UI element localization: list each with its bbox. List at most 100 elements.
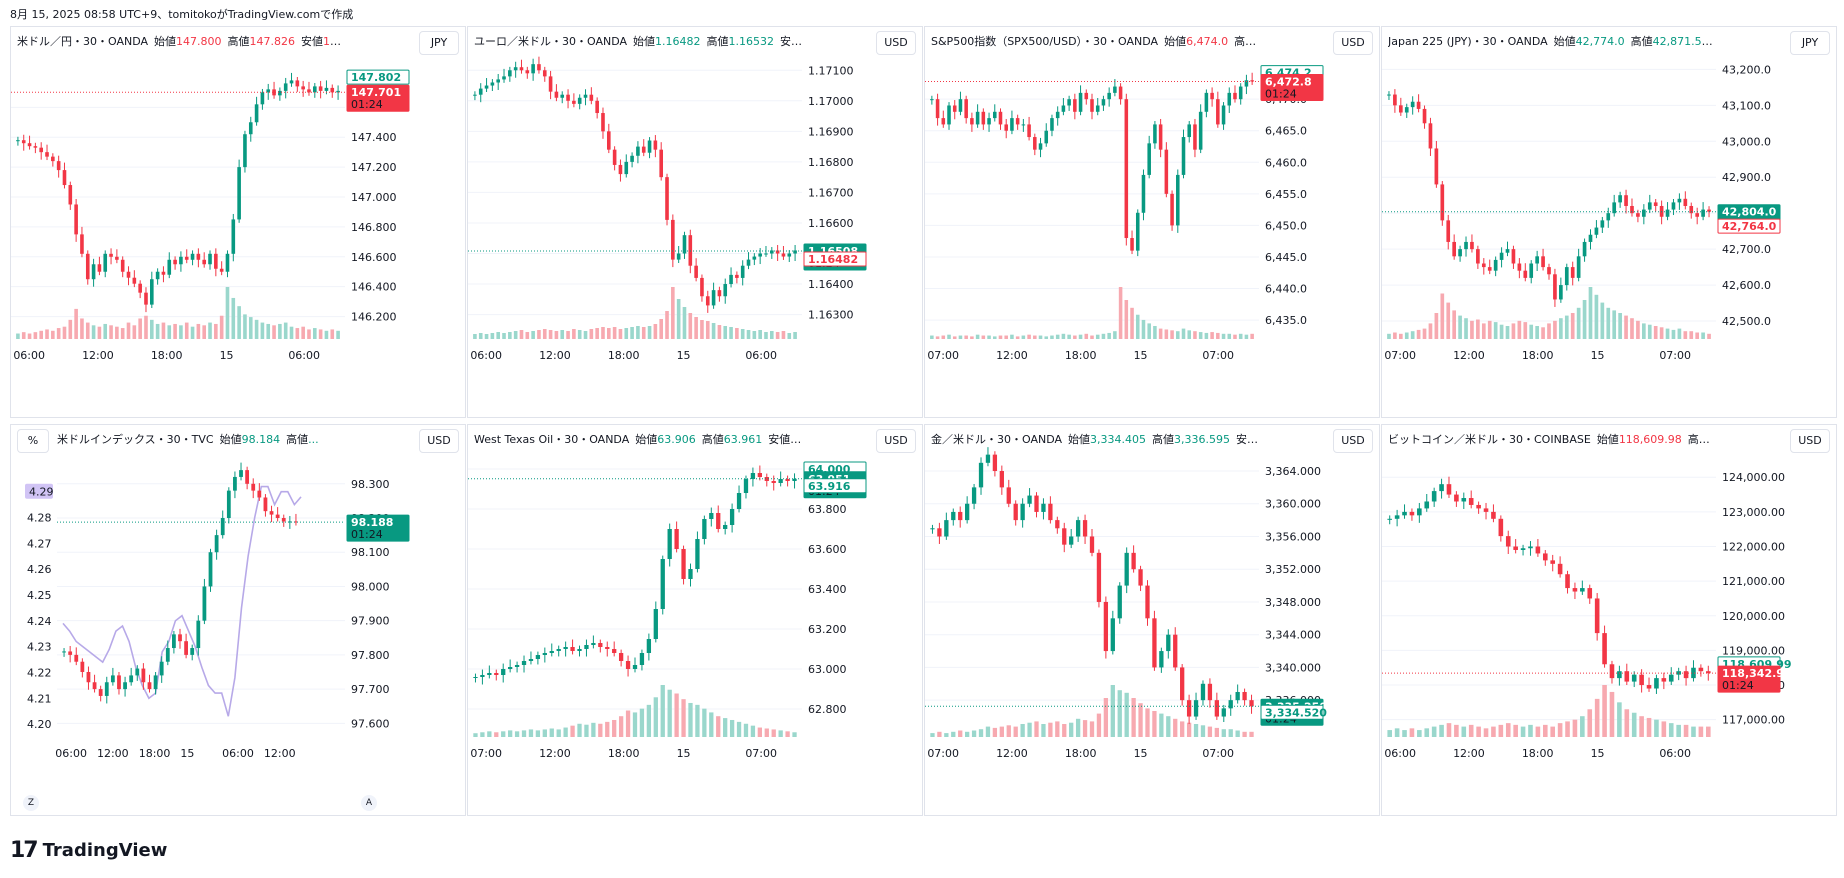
volume-bar xyxy=(496,332,501,339)
volume-bar xyxy=(1249,731,1254,737)
volume-bar xyxy=(68,319,73,339)
volume-bar xyxy=(1594,294,1599,339)
volume-bar xyxy=(695,704,700,737)
candle-body xyxy=(1631,674,1637,682)
currency-button[interactable]: USD xyxy=(1790,429,1830,453)
volume-bar xyxy=(1683,724,1689,737)
chart-panel-wti[interactable]: West Texas Oil・30・OANDA 始値63.906 高値63.961 安… xyxy=(467,424,923,816)
volume-bar xyxy=(1647,324,1652,339)
candle-body xyxy=(1458,249,1462,257)
candle-body xyxy=(1559,285,1563,300)
candle-body xyxy=(496,79,501,83)
price-chart: 42,500.042,600.042,700.042,800.042,900.0… xyxy=(1382,63,1781,362)
volume-bar xyxy=(1440,293,1445,339)
currency-button[interactable]: USD xyxy=(1333,31,1373,55)
candle-body xyxy=(757,473,763,477)
candle-body xyxy=(1695,213,1700,217)
currency-button[interactable]: USD xyxy=(876,429,916,453)
currency-button[interactable]: USD xyxy=(419,429,459,453)
candle-body xyxy=(1207,683,1213,701)
candle-body xyxy=(1103,601,1109,652)
volume-bar xyxy=(1027,722,1032,737)
candle-body xyxy=(758,253,762,257)
volume-bar xyxy=(584,724,589,737)
candle-body xyxy=(1021,124,1026,126)
chart-panel-eurusd[interactable]: ユーロ／米ドル・30・OANDA始値1.16482高値1.16532安値...U… xyxy=(467,26,923,418)
volume-bar xyxy=(1090,335,1094,339)
currency-button[interactable]: USD xyxy=(1333,429,1373,453)
volume-bar xyxy=(1117,690,1122,737)
candle-body xyxy=(671,219,675,260)
volume-bar xyxy=(1458,315,1462,339)
volume-bar xyxy=(750,725,756,737)
candle-body xyxy=(1691,667,1696,679)
x-tick-label: 07:00 xyxy=(1384,349,1416,362)
auto-scale-a-button[interactable]: A xyxy=(361,795,377,811)
volume-bar xyxy=(717,325,722,339)
candle-body xyxy=(490,82,495,86)
volume-bar xyxy=(612,327,617,339)
currency-button[interactable]: JPY xyxy=(1790,31,1830,55)
x-tick-label: 15 xyxy=(1591,349,1605,362)
candle-body xyxy=(695,539,700,569)
candle-body xyxy=(1173,634,1178,668)
chart-panel-dxy[interactable]: 米ドルインデックス・30・TVC 始値98.184 高値... USD% Z A 97.60… xyxy=(10,424,466,816)
candle-body xyxy=(1609,664,1615,679)
candle-body xyxy=(612,149,617,165)
x-tick-label: 18:00 xyxy=(608,747,640,760)
x-tick-label: 07:00 xyxy=(927,747,959,760)
candle-body xyxy=(501,669,506,675)
volume-bar xyxy=(248,317,253,339)
volume-bar xyxy=(208,322,212,339)
chart-panel-btcusd[interactable]: ビットコイン／米ドル・30・COINBASE始値118,609.98高値...U… xyxy=(1381,424,1837,816)
candle-body xyxy=(1602,633,1607,665)
candle-body xyxy=(153,675,158,690)
volume-bar xyxy=(1498,724,1504,737)
volume-bar xyxy=(970,336,974,339)
volume-bar xyxy=(535,730,541,737)
volume-bar xyxy=(793,332,797,339)
auto-scale-z-button[interactable]: Z xyxy=(23,795,39,811)
volume-bar xyxy=(548,330,553,339)
volume-bar xyxy=(514,731,520,737)
volume-bar xyxy=(1103,698,1109,737)
candle-body xyxy=(1187,124,1192,138)
volume-bar xyxy=(1214,727,1220,737)
candle-body xyxy=(1481,263,1486,268)
candle-body xyxy=(281,518,286,522)
volume-bar xyxy=(56,328,61,339)
candle-body xyxy=(1010,118,1014,131)
volume-bar xyxy=(625,710,631,737)
candle-body xyxy=(330,87,335,93)
candle-body xyxy=(208,253,212,265)
x-tick-label: 15 xyxy=(677,747,691,760)
candle-body xyxy=(336,90,340,93)
candle-body xyxy=(1641,209,1646,217)
chart-panel-usdjpy[interactable]: 米ドル／円・30・OANDA始値147.800高値147.826安値147.66… xyxy=(10,26,466,418)
chart-panel-spx500[interactable]: S&P500指数（SPX500/USD）・30・OANDA 始値6,474.0 高値… xyxy=(924,26,1380,418)
x-tick-label: 12:00 xyxy=(996,349,1028,362)
candle-body xyxy=(787,253,792,257)
percent-scale-button[interactable]: % xyxy=(17,429,49,453)
tradingview-logo[interactable]: 17 TradingView xyxy=(10,838,167,863)
volume-bar xyxy=(1659,327,1664,339)
volume-bar xyxy=(1073,335,1077,339)
volume-bar xyxy=(473,733,478,737)
volume-bar xyxy=(144,315,148,339)
currency-button[interactable]: JPY xyxy=(419,31,459,55)
x-tick-label: 15 xyxy=(180,747,194,760)
volume-bar xyxy=(598,723,603,737)
y-tick-label: 147.200 xyxy=(351,161,397,174)
candle-body xyxy=(159,661,164,676)
candle-body xyxy=(1078,92,1083,112)
volume-bar xyxy=(771,729,776,737)
volume-bar xyxy=(1089,721,1095,737)
candle-body xyxy=(1152,618,1157,668)
candle-body xyxy=(1636,213,1640,217)
volume-bar xyxy=(1181,328,1186,339)
chart-panel-xauusd[interactable]: 金／米ドル・30・OANDA始値3,334.405高値3,336.595安値..… xyxy=(924,424,1380,816)
candle-body xyxy=(1198,111,1203,150)
chart-panel-jp225[interactable]: Japan 225 (JPY)・30・OANDA 始値42,774.0 高値42,8… xyxy=(1381,26,1837,418)
volume-bar xyxy=(1612,310,1617,339)
currency-button[interactable]: USD xyxy=(876,31,916,55)
